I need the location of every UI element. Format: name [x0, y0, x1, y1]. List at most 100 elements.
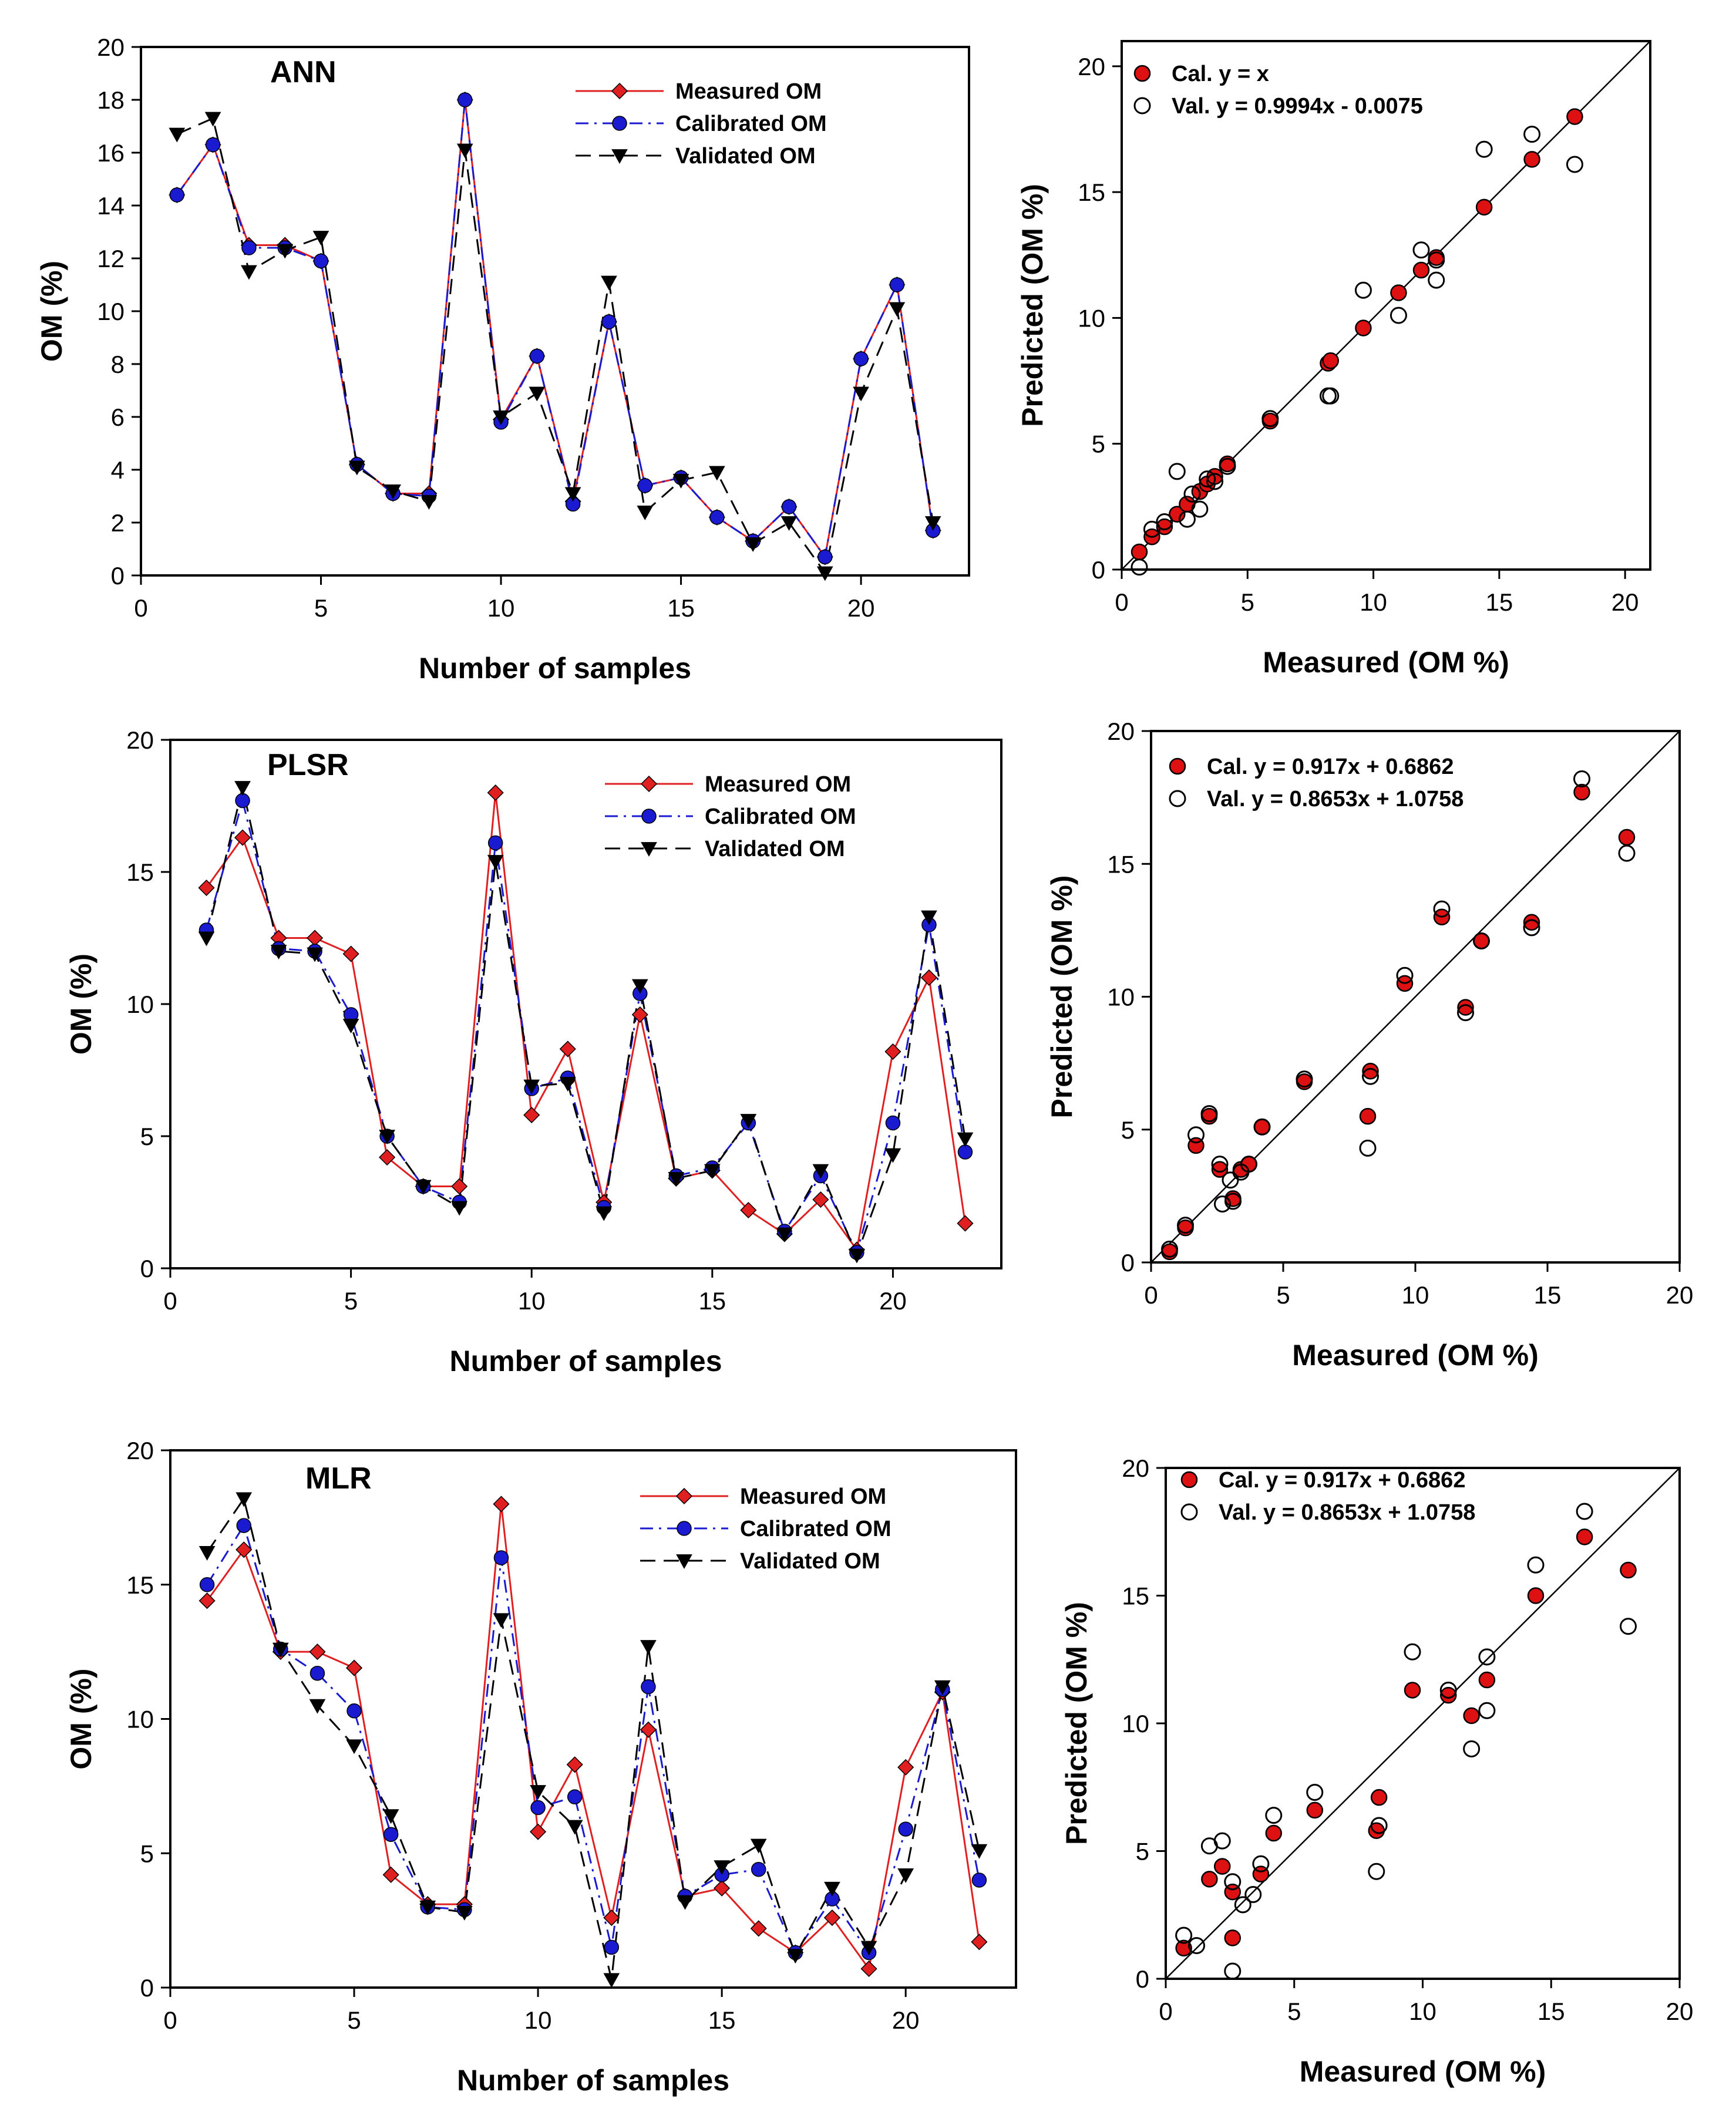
data-point [493, 1613, 510, 1628]
legend-marker [1169, 790, 1186, 807]
data-point [596, 1206, 613, 1221]
data-point [957, 1144, 973, 1160]
data-point [971, 1844, 988, 1859]
data-point [1566, 108, 1583, 125]
data-point [493, 410, 509, 426]
data-point [382, 1866, 399, 1883]
data-point [1265, 1824, 1282, 1842]
legend-marker [641, 809, 657, 824]
data-point [1306, 1783, 1324, 1801]
x-tick-label: 15 [1534, 1281, 1562, 1309]
y-tick-label: 0 [140, 1255, 154, 1282]
data-point [817, 549, 833, 565]
x-tick-label: 5 [347, 2006, 361, 2034]
y-tick-label: 5 [1092, 430, 1105, 458]
data-point [714, 1860, 730, 1875]
x-tick-label: 0 [163, 1287, 177, 1315]
data-point [1296, 1070, 1313, 1088]
data-point [559, 1040, 576, 1058]
legend-label: Val. y = 0.8653x + 1.0758 [1219, 1500, 1475, 1525]
data-point [604, 1939, 620, 1955]
data-point [1463, 1707, 1480, 1725]
y-tick-label: 15 [126, 1571, 154, 1599]
data-point [1201, 1871, 1218, 1888]
y-tick-label: 0 [1121, 1249, 1135, 1277]
data-point [1240, 1156, 1257, 1173]
y-axis-label: Predicted (OM %) [1045, 875, 1078, 1119]
y-tick-label: 20 [1122, 1454, 1149, 1482]
data-point [383, 1827, 399, 1842]
data-point [198, 879, 215, 897]
data-point [236, 1518, 251, 1533]
data-point [169, 127, 186, 143]
data-point [1143, 520, 1160, 538]
data-point [1214, 1195, 1231, 1213]
data-point [1253, 1118, 1271, 1136]
data-point [1161, 1240, 1178, 1258]
series-line [206, 787, 966, 1258]
data-point [493, 1496, 510, 1513]
data-point [1370, 1817, 1388, 1834]
data-point [889, 277, 905, 292]
data-point [342, 945, 359, 962]
y-tick-label: 10 [126, 991, 154, 1018]
y-tick-label: 0 [1092, 556, 1105, 584]
legend-label: Cal. y = 0.917x + 0.6862 [1207, 755, 1454, 779]
x-tick-label: 15 [667, 594, 695, 622]
data-point [1175, 1939, 1192, 1957]
data-point [885, 1115, 901, 1131]
data-point [1368, 1863, 1385, 1880]
y-axis-label: OM (%) [65, 954, 97, 1055]
data-point [312, 231, 329, 246]
data-point [385, 484, 401, 500]
data-point [567, 1789, 583, 1804]
data-point [1354, 281, 1372, 299]
y-axis-label: OM (%) [65, 1668, 97, 1769]
data-point [704, 1164, 721, 1179]
data-point [1322, 352, 1339, 369]
data-point [487, 784, 504, 801]
series-line [206, 1496, 980, 1980]
data-point [860, 1941, 877, 1956]
data-point [419, 1900, 436, 1915]
data-point [1200, 1105, 1218, 1123]
ann-line-chart: 0 5 10 15 20 0 2 4 6 8 10 12 14 16 18 20 Number of sampl… [35, 33, 970, 685]
data-point [1620, 1561, 1637, 1579]
data-point [1168, 463, 1186, 480]
data-point [235, 1492, 253, 1507]
y-tick-label: 16 [97, 139, 125, 167]
x-axis-label: Number of samples [449, 1345, 722, 1378]
data-point [205, 137, 221, 153]
data-point [1576, 1528, 1593, 1545]
legend-label: Measured OM [705, 772, 851, 797]
data-point [1131, 543, 1148, 561]
data-point [631, 1006, 648, 1023]
data-point [934, 1680, 951, 1695]
data-point [313, 253, 329, 269]
data-point [1183, 485, 1201, 503]
data-point [812, 1164, 829, 1179]
data-point [523, 1106, 540, 1124]
data-point [889, 302, 906, 317]
data-point [277, 244, 294, 259]
data-point [603, 1973, 620, 1988]
data-point [272, 1642, 289, 1658]
legend-label: Val. y = 0.9994x - 0.0075 [1172, 94, 1423, 119]
x-axis-label: Measured (OM %) [1300, 2055, 1546, 2088]
x-tick-label: 15 [698, 1287, 726, 1315]
data-point [957, 1215, 974, 1232]
data-point [1178, 510, 1196, 528]
legend-marker [641, 842, 657, 857]
data-point [1390, 284, 1407, 301]
data-point [235, 793, 250, 809]
data-point [1390, 307, 1407, 324]
data-point [1362, 1062, 1379, 1080]
plsr-line-chart: 0 5 10 15 20 0 5 10 15 20 Number of samples OM (%) P… [65, 726, 1002, 1378]
data-point [1396, 966, 1414, 984]
data-point [601, 314, 617, 329]
data-point [379, 1149, 396, 1166]
y-tick-label: 20 [1107, 718, 1135, 745]
y-axis-label: OM (%) [35, 261, 68, 362]
legend-label: Calibrated OM [705, 804, 856, 829]
data-point [1428, 271, 1445, 289]
